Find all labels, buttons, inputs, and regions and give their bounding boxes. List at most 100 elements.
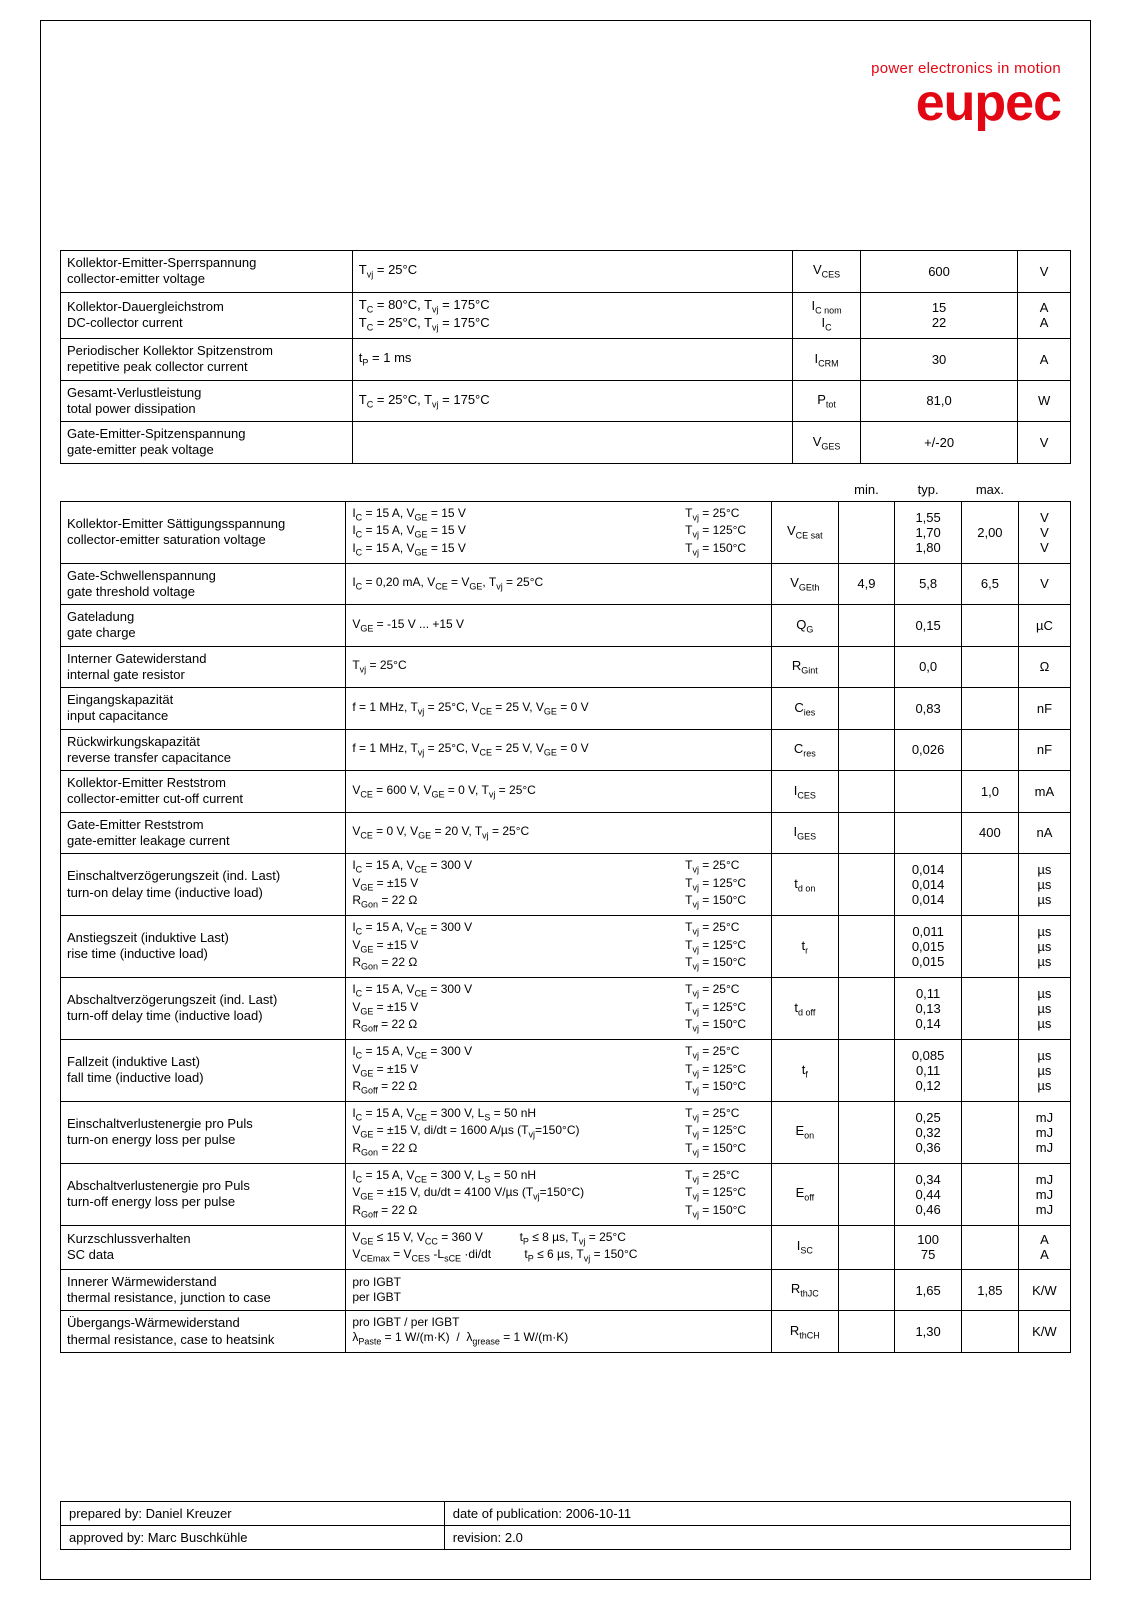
min	[838, 854, 895, 916]
char-row: Abschaltverlustenergie pro Pulsturn-off …	[61, 1163, 1071, 1225]
prep-name: Daniel Kreuzer	[146, 1506, 232, 1521]
min: 4,9	[838, 563, 895, 605]
desc: Einschaltverlustenergie pro Pulsturn-on …	[61, 1101, 346, 1163]
min	[838, 812, 895, 854]
max	[961, 1225, 1018, 1269]
char-row: Übergangs-Wärmewiderstandthermal resista…	[61, 1311, 1071, 1353]
unit: Ω	[1018, 646, 1070, 688]
char-row: Gateladunggate chargeVGE = -15 V ... +15…	[61, 605, 1071, 647]
min	[838, 771, 895, 813]
cond: IC = 15 A, VCE = 300 VVGE = ±15 VRGoff =…	[346, 977, 772, 1039]
max	[961, 605, 1018, 647]
typ	[895, 771, 962, 813]
sym: IC nomIC	[793, 292, 861, 339]
char-row: Fallzeit (induktive Last)fall time (indu…	[61, 1039, 1071, 1101]
cond: Tvj = 25°C	[352, 251, 792, 293]
unit: nF	[1018, 729, 1070, 771]
cond: IC = 15 A, VCE = 300 V, LS = 50 nHVGE = …	[346, 1163, 772, 1225]
min	[838, 1163, 895, 1225]
unit: V	[1018, 422, 1071, 464]
char-row: Gate-Schwellenspannunggate threshold vol…	[61, 563, 1071, 605]
sym: VGES	[793, 422, 861, 464]
min	[838, 729, 895, 771]
typ: 1,30	[895, 1311, 962, 1353]
max: 1,0	[961, 771, 1018, 813]
appr-name: Marc Buschkühle	[148, 1530, 248, 1545]
min	[838, 916, 895, 978]
appr-label: approved by:	[69, 1530, 144, 1545]
sym: Cres	[772, 729, 838, 771]
max: 6,5	[961, 563, 1018, 605]
typ: 0,83	[895, 688, 962, 730]
desc: Innerer Wärmewiderstandthermal resistanc…	[61, 1269, 346, 1311]
cond: f = 1 MHz, Tvj = 25°C, VCE = 25 V, VGE =…	[346, 729, 772, 771]
min	[838, 1101, 895, 1163]
cond: Tvj = 25°C	[346, 646, 772, 688]
sym: Eon	[772, 1101, 838, 1163]
sym: ISC	[772, 1225, 838, 1269]
typ: 5,8	[895, 563, 962, 605]
char-row: Gate-Emitter Reststromgate-emitter leaka…	[61, 812, 1071, 854]
typ: 1,65	[895, 1269, 962, 1311]
sym: IGES	[772, 812, 838, 854]
max: 400	[961, 812, 1018, 854]
min	[838, 1311, 895, 1353]
unit: µsµsµs	[1018, 916, 1070, 978]
desc: Gate-Emitter Reststromgate-emitter leaka…	[61, 812, 346, 854]
prep-label: prepared by:	[69, 1506, 142, 1521]
cond: TC = 25°C, Tvj = 175°C	[352, 380, 792, 422]
char-row: Eingangskapazitätinput capacitancef = 1 …	[61, 688, 1071, 730]
unit: AA	[1018, 292, 1071, 339]
max	[961, 1039, 1018, 1101]
cond: IC = 15 A, VCE = 300 VVGE = ±15 VRGoff =…	[346, 1039, 772, 1101]
cond: VGE ≤ 15 V, VCC = 360 V tP ≤ 8 µs, Tvj =…	[346, 1225, 772, 1269]
cond: tP = 1 ms	[352, 339, 792, 381]
unit: K/W	[1018, 1311, 1070, 1353]
min	[838, 605, 895, 647]
cond: VGE = -15 V ... +15 V	[346, 605, 772, 647]
min	[838, 688, 895, 730]
cond: pro IGBT / per IGBTλPaste = 1 W/(m·K) / …	[346, 1311, 772, 1353]
unit: V	[1018, 563, 1070, 605]
typ: 0,0850,110,12	[895, 1039, 962, 1101]
min	[838, 1039, 895, 1101]
sym: RthCH	[772, 1311, 838, 1353]
desc: Gesamt-Verlustleistungtotal power dissip…	[61, 380, 353, 422]
sym: RthJC	[772, 1269, 838, 1311]
cond: IC = 15 A, VGE = 15 VIC = 15 A, VGE = 15…	[346, 501, 772, 563]
unit: nF	[1018, 688, 1070, 730]
desc: Abschaltverzögerungszeit (ind. Last)turn…	[61, 977, 346, 1039]
char-row: Anstiegszeit (induktive Last)rise time (…	[61, 916, 1071, 978]
max	[961, 646, 1018, 688]
max	[961, 977, 1018, 1039]
min	[838, 1225, 895, 1269]
sym: tf	[772, 1039, 838, 1101]
desc: Gateladunggate charge	[61, 605, 346, 647]
unit: µC	[1018, 605, 1070, 647]
unit: mJmJmJ	[1018, 1163, 1070, 1225]
char-row: Einschaltverlustenergie pro Pulsturn-on …	[61, 1101, 1071, 1163]
cond: IC = 15 A, VCE = 300 VVGE = ±15 VRGon = …	[346, 916, 772, 978]
sym: VCES	[793, 251, 861, 293]
val: +/-20	[860, 422, 1017, 464]
max	[961, 1101, 1018, 1163]
typ: 1,551,701,80	[895, 501, 962, 563]
unit: K/W	[1018, 1269, 1070, 1311]
char-header: min.typ.max.	[61, 478, 1071, 502]
max	[961, 688, 1018, 730]
char-row: Einschaltverzögerungszeit (ind. Last)tur…	[61, 854, 1071, 916]
sym: ICES	[772, 771, 838, 813]
val: 30	[860, 339, 1017, 381]
footer: prepared by: Daniel Kreuzer date of publ…	[60, 1501, 1071, 1550]
char-row: Kollektor-Emitter Reststromcollector-emi…	[61, 771, 1071, 813]
desc: Gate-Emitter-Spitzenspannunggate-emitter…	[61, 422, 353, 464]
desc: Anstiegszeit (induktive Last)rise time (…	[61, 916, 346, 978]
max	[961, 729, 1018, 771]
sym: Eoff	[772, 1163, 838, 1225]
sym: tr	[772, 916, 838, 978]
typ: 0,026	[895, 729, 962, 771]
desc: Übergangs-Wärmewiderstandthermal resista…	[61, 1311, 346, 1353]
sym: Ptot	[793, 380, 861, 422]
ratings-table: Kollektor-Emitter-Sperrspannungcollector…	[60, 250, 1071, 464]
rev-label: revision:	[453, 1530, 501, 1545]
